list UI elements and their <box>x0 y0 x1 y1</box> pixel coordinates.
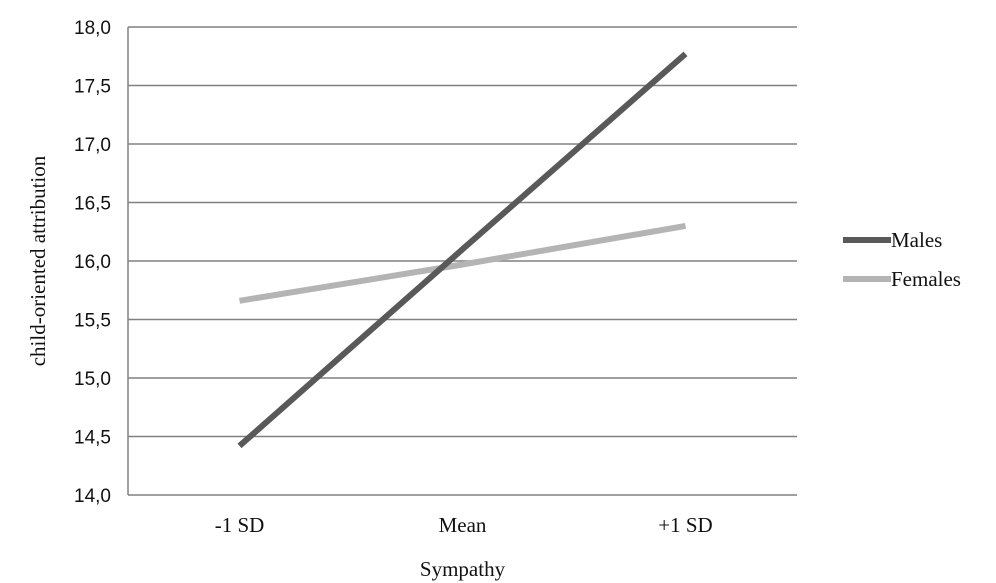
y-tick-label: 17,5 <box>74 77 111 98</box>
legend-label: Males <box>891 228 942 252</box>
x-tick-label: Mean <box>439 513 487 537</box>
series-line-females <box>239 222 687 304</box>
y-tick-label: 18,0 <box>74 18 111 39</box>
y-tick-label: 17,0 <box>74 135 111 156</box>
gridlines <box>128 26 797 496</box>
legend-label: Females <box>891 267 961 291</box>
y-tick-label: 15,5 <box>74 311 111 332</box>
y-tick-label: 16,0 <box>74 252 111 273</box>
series-lines <box>237 51 688 449</box>
y-tick-label: 15,0 <box>74 369 111 390</box>
legend-item-males: Males <box>843 228 942 252</box>
legend-item-females: Females <box>843 267 961 291</box>
y-tick-label: 14,5 <box>74 428 111 449</box>
y-axis-title: child-oriented attribution <box>26 155 50 366</box>
y-axis-ticks: 14,0 14,5 15,0 15,5 16,0 16,5 17,0 17,5 18,0 <box>74 18 111 507</box>
x-tick-label: -1 SD <box>215 513 265 537</box>
y-tick-label: 14,0 <box>74 486 111 507</box>
legend: Males Females <box>843 228 961 291</box>
x-axis-ticks: -1 SD Mean +1 SD <box>215 513 713 537</box>
series-line-males <box>237 51 688 449</box>
x-axis-title: Sympathy <box>420 557 506 581</box>
x-tick-label: +1 SD <box>658 513 712 537</box>
y-tick-label: 16,5 <box>74 194 111 215</box>
